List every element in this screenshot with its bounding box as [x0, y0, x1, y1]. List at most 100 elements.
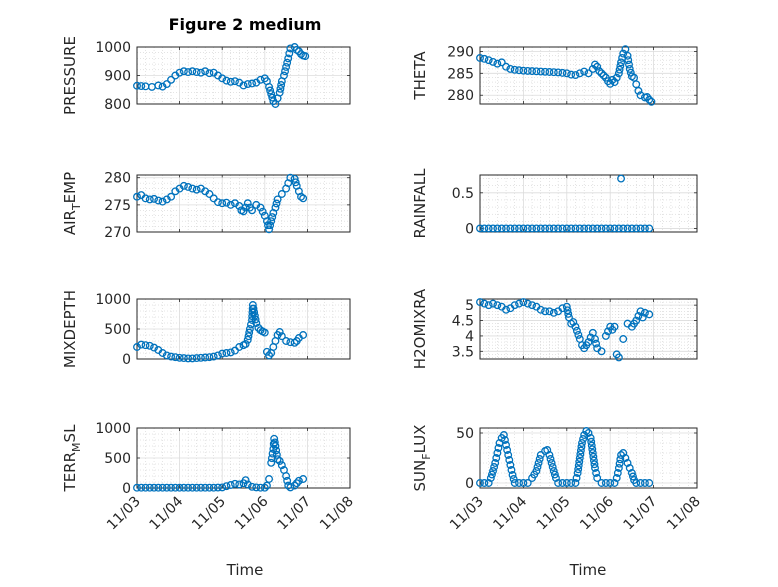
data-point	[532, 224, 541, 233]
data-point	[282, 337, 291, 345]
y-tick-label: 50	[456, 426, 474, 442]
data-point	[586, 333, 595, 342]
x-axis-label-right: Time	[569, 561, 607, 579]
x-tick-label: 11/04	[147, 493, 187, 533]
data-point	[145, 483, 154, 492]
data-point	[133, 343, 141, 351]
data-point	[222, 198, 231, 207]
data-point	[235, 343, 244, 351]
data-point	[277, 190, 286, 198]
data-point	[489, 467, 497, 475]
data-point	[150, 194, 158, 203]
data-point	[218, 483, 227, 492]
data-point	[571, 224, 580, 233]
data-point	[201, 483, 210, 492]
data-point	[484, 56, 493, 65]
data-point	[558, 479, 567, 487]
data-point	[588, 224, 597, 233]
data-point	[299, 194, 308, 203]
data-point	[205, 483, 214, 492]
x-tick-label: 11/08	[664, 494, 704, 534]
data-point	[574, 461, 583, 470]
subplot-theta: 280 285 290 THETA	[411, 44, 698, 106]
data-point	[491, 459, 500, 467]
data-point	[608, 75, 617, 84]
data-point	[625, 464, 634, 472]
data-point	[196, 483, 205, 492]
data-point	[571, 71, 580, 80]
data-point	[558, 224, 567, 233]
data-point	[250, 311, 259, 320]
data-point	[562, 69, 571, 78]
data-point	[476, 479, 484, 487]
data-point	[201, 353, 210, 362]
data-point	[541, 67, 550, 76]
data-point	[184, 182, 193, 191]
data-point	[519, 479, 528, 487]
data-point	[549, 308, 558, 317]
data-point	[245, 328, 254, 337]
data-point	[636, 224, 645, 233]
data-point	[290, 481, 299, 490]
data-point	[574, 465, 583, 474]
data-point	[258, 207, 267, 216]
y-tick-label: 270	[104, 225, 131, 241]
data-point	[610, 322, 619, 331]
data-point	[275, 328, 284, 336]
data-point	[141, 483, 150, 492]
data-point	[137, 483, 146, 492]
data-point	[175, 353, 184, 362]
data-point	[505, 456, 514, 464]
data-point	[283, 476, 292, 485]
data-point	[494, 444, 503, 452]
data-point	[523, 224, 532, 233]
data-point	[541, 224, 550, 233]
y-axis-label: PRESSURE	[61, 36, 79, 115]
data-point	[290, 338, 299, 347]
data-point	[572, 474, 581, 482]
data-point	[545, 451, 554, 459]
data-point	[273, 195, 282, 204]
data-point	[243, 335, 252, 344]
data-point	[192, 483, 201, 492]
data-point	[260, 483, 269, 492]
data-point	[486, 474, 495, 482]
data-point	[592, 339, 601, 348]
data-point	[497, 224, 506, 233]
x-tick-label: 11/03	[447, 494, 487, 534]
data-point	[506, 461, 515, 469]
y-tick-label: 500	[104, 322, 131, 338]
data-point	[150, 343, 158, 352]
data-point	[281, 67, 289, 76]
axes-box	[479, 298, 698, 360]
data-point	[562, 302, 571, 311]
data-point	[476, 54, 484, 62]
data-point	[634, 311, 643, 320]
data-point	[597, 69, 606, 78]
y-axis-label: THETA	[411, 51, 429, 101]
data-point	[519, 298, 528, 307]
data-point	[599, 71, 608, 80]
data-point	[562, 479, 571, 487]
data-point	[137, 82, 146, 90]
data-point	[476, 298, 484, 307]
data-point	[571, 479, 580, 487]
data-point	[268, 93, 277, 102]
data-point	[574, 330, 583, 339]
data-point	[523, 479, 532, 487]
y-tick-label: 500	[104, 451, 131, 467]
data-point	[614, 224, 623, 233]
data-point	[591, 464, 599, 472]
data-point	[286, 483, 295, 492]
data-point	[584, 224, 593, 233]
x-tick-label: 11/04	[490, 493, 530, 533]
data-point	[188, 67, 197, 76]
data-point	[627, 469, 636, 477]
data-point	[645, 224, 654, 233]
data-point	[536, 305, 545, 314]
data-point	[265, 225, 274, 234]
data-point	[266, 221, 275, 230]
data-point	[616, 455, 625, 464]
data-point	[218, 199, 227, 208]
data-point	[567, 224, 576, 233]
